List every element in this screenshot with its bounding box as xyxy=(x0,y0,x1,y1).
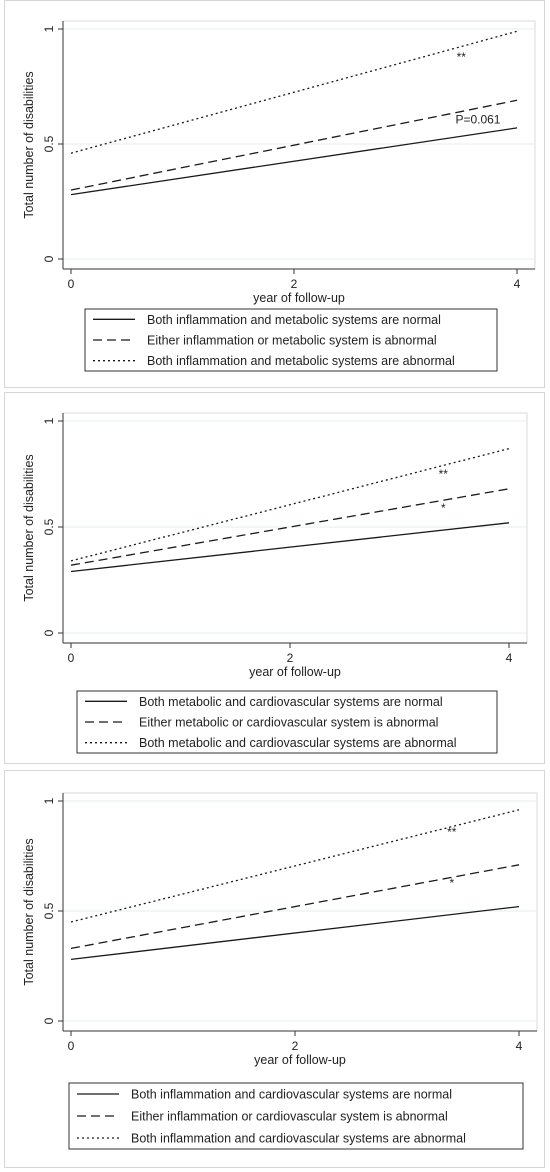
x-tick-label: 4 xyxy=(506,651,513,665)
series-line-dotted xyxy=(70,30,518,154)
series-line-dotted xyxy=(70,447,510,562)
series-line-dashed xyxy=(70,99,518,191)
x-tick-label: 2 xyxy=(291,277,298,291)
plot-area xyxy=(62,792,538,1032)
y-axis-title: Total number of disabilities xyxy=(22,71,36,218)
y-axis-title: Total number of disabilities xyxy=(22,838,36,985)
y-tick-label: 0 xyxy=(42,629,56,636)
y-tick-label: 0 xyxy=(42,255,56,262)
legend-label: Both inflammation and metabolic systems … xyxy=(147,313,441,327)
annotation-label: P=0.061 xyxy=(455,112,500,126)
series-line-solid xyxy=(70,127,518,196)
legend-box xyxy=(68,1082,524,1150)
legend-label: Both inflammation and metabolic systems … xyxy=(147,354,455,368)
legend-label: Both inflammation and cardiovascular sys… xyxy=(131,1088,452,1102)
y-tick-label: 1 xyxy=(42,417,56,424)
legend-box xyxy=(76,690,498,754)
x-tick-label: 0 xyxy=(68,651,75,665)
y-tick-label: 1 xyxy=(42,25,56,32)
x-tick-label: 2 xyxy=(287,651,294,665)
annotation-label: ** xyxy=(457,50,467,64)
chart-panel-3: 0 0.5 1 0 2 4 year of follow-up Total number of… xyxy=(4,770,545,1168)
legend-box xyxy=(84,308,498,372)
legend-label: Both metabolic and cardiovascular system… xyxy=(139,736,457,750)
x-tick-label: 0 xyxy=(68,277,75,291)
series-line-dotted xyxy=(70,809,520,923)
series-line-solid xyxy=(70,522,510,573)
series-line-solid xyxy=(70,905,520,961)
y-axis-title: Total number of disabilities xyxy=(22,454,36,601)
y-tick-label: 0.5 xyxy=(42,902,56,919)
x-tick-label: 2 xyxy=(292,1039,299,1053)
y-tick-label: 0.5 xyxy=(42,518,56,535)
legend-label: Either metabolic or cardiovascular syste… xyxy=(139,716,438,730)
series-line-dashed xyxy=(70,488,510,566)
x-tick-label: 4 xyxy=(516,1039,523,1053)
annotation-label: ** xyxy=(439,467,449,481)
legend-label: Either inflammation or metabolic system … xyxy=(147,334,437,348)
legend-label: Both inflammation and cardiovascular sys… xyxy=(131,1132,466,1146)
x-tick-label: 0 xyxy=(68,1039,75,1053)
legend-label: Either inflammation or cardiovascular sy… xyxy=(131,1110,448,1124)
annotation-label: * xyxy=(441,501,446,515)
x-axis-title: year of follow-up xyxy=(253,291,345,305)
x-axis-title: year of follow-up xyxy=(249,665,341,679)
x-axis-title: year of follow-up xyxy=(254,1053,346,1067)
chart-panel-2: 0 0.5 1 0 2 4 year of follow-up Total number of… xyxy=(4,392,545,764)
series-line-dashed xyxy=(70,864,520,950)
x-tick-label: 4 xyxy=(514,277,521,291)
chart-svg-2: 0 0.5 1 0 2 4 year of follow-up Total number of… xyxy=(22,412,528,754)
chart-svg-3: 0 0.5 1 0 2 4 year of follow-up Total number of… xyxy=(22,792,538,1150)
annotation-label: ** xyxy=(447,825,457,839)
y-tick-label: 1 xyxy=(42,797,56,804)
chart-panel-1: 0 0.5 1 0 2 4 year of follow-up Total number of… xyxy=(4,0,545,388)
chart-svg-1: 0 0.5 1 0 2 4 year of follow-up Total number of… xyxy=(22,20,536,372)
annotation-label: * xyxy=(449,876,454,890)
legend-label: Both metabolic and cardiovascular system… xyxy=(139,695,443,709)
y-tick-label: 0.5 xyxy=(42,135,56,152)
y-tick-label: 0 xyxy=(42,1017,56,1024)
